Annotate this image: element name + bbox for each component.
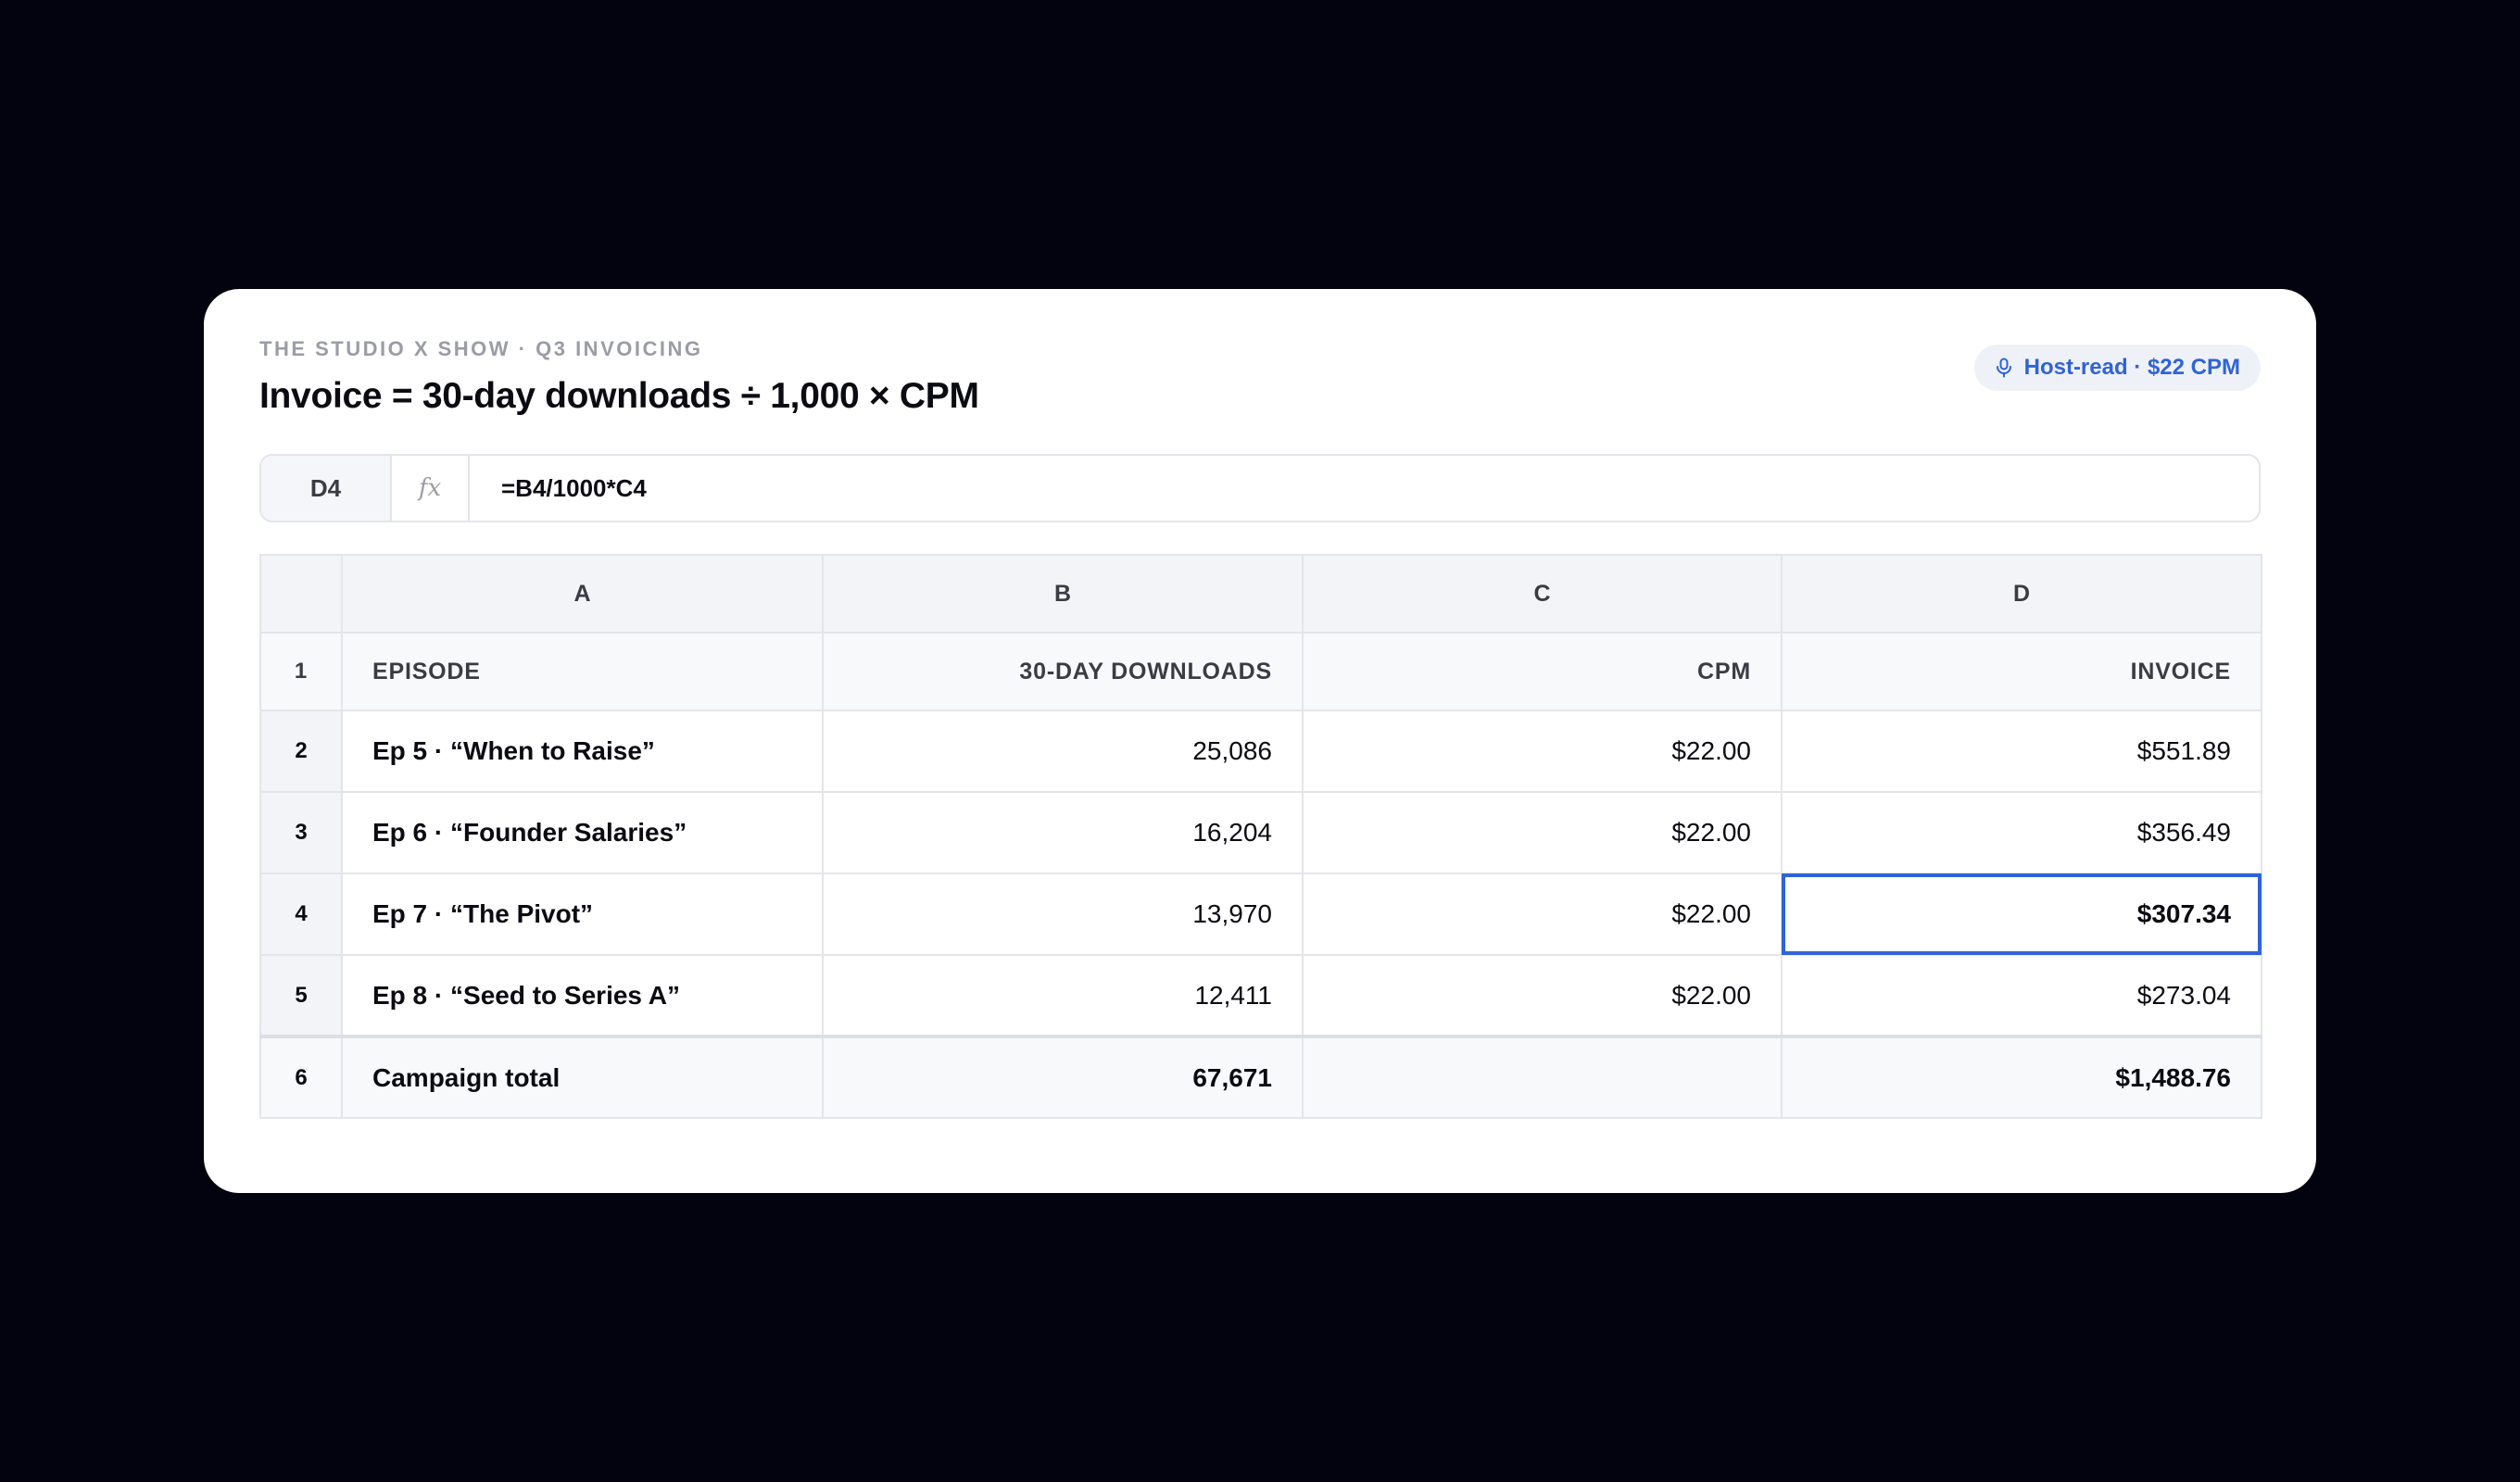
row-number[interactable]: 3 xyxy=(259,791,343,874)
microphone-icon xyxy=(1995,358,2013,378)
table-row: 4 Ep 7 · “The Pivot” 13,970 $22.00 $307.… xyxy=(259,873,2262,956)
row-number[interactable]: 1 xyxy=(259,632,343,711)
row-number[interactable]: 2 xyxy=(259,710,343,793)
downloads-cell[interactable]: 25,086 xyxy=(822,710,1304,793)
table-row: 3 Ep 6 · “Founder Salaries” 16,204 $22.0… xyxy=(259,791,2262,874)
invoice-card: THE STUDIO X SHOW · Q3 INVOICING Invoice… xyxy=(204,289,2316,1193)
episode-cell[interactable]: Ep 5 · “When to Raise” xyxy=(341,710,824,793)
fx-icon: fx xyxy=(392,456,470,521)
column-header-b[interactable]: B xyxy=(822,554,1304,634)
table-row: 5 Ep 8 · “Seed to Series A” 12,411 $22.0… xyxy=(259,954,2262,1037)
header-cell-cpm[interactable]: CPM xyxy=(1302,632,1783,711)
badge-label: Host-read · $22 CPM xyxy=(2023,355,2240,380)
select-all-corner[interactable] xyxy=(259,554,343,634)
cell-reference-box[interactable]: D4 xyxy=(261,456,392,521)
episode-cell[interactable]: Ep 7 · “The Pivot” xyxy=(341,873,824,956)
formula-bar: D4 fx =B4/1000*C4 xyxy=(259,454,2261,522)
invoice-cell[interactable]: $356.49 xyxy=(1781,791,2262,874)
row-number[interactable]: 4 xyxy=(259,873,343,956)
downloads-cell[interactable]: 12,411 xyxy=(822,954,1304,1037)
column-header-row: A B C D xyxy=(259,554,2262,634)
downloads-cell[interactable]: 16,204 xyxy=(822,791,1304,874)
episode-cell[interactable]: Ep 8 · “Seed to Series A” xyxy=(341,954,824,1037)
total-downloads-cell[interactable]: 67,671 xyxy=(822,1035,1304,1119)
page-title: Invoice = 30-day downloads ÷ 1,000 × CPM xyxy=(259,376,979,416)
cpm-cell[interactable]: $22.00 xyxy=(1302,710,1783,793)
total-cpm-cell[interactable] xyxy=(1302,1035,1783,1119)
invoice-cell[interactable]: $273.04 xyxy=(1781,954,2262,1037)
downloads-cell[interactable]: 13,970 xyxy=(822,873,1304,956)
cpm-badge: Host-read · $22 CPM xyxy=(1973,345,2261,391)
episode-cell[interactable]: Ep 6 · “Founder Salaries” xyxy=(341,791,824,874)
invoice-cell[interactable]: $551.89 xyxy=(1781,710,2262,793)
cpm-cell[interactable]: $22.00 xyxy=(1302,873,1783,956)
header-cell-downloads[interactable]: 30-DAY DOWNLOADS xyxy=(822,632,1304,711)
header-cell-episode[interactable]: EPISODE xyxy=(341,632,824,711)
row-number[interactable]: 5 xyxy=(259,954,343,1037)
total-label-cell[interactable]: Campaign total xyxy=(341,1035,824,1119)
column-header-d[interactable]: D xyxy=(1781,554,2262,634)
formula-input[interactable]: =B4/1000*C4 xyxy=(501,473,647,502)
table-header-row: 1 EPISODE 30-DAY DOWNLOADS CPM INVOICE xyxy=(259,632,2262,711)
row-number[interactable]: 6 xyxy=(259,1035,343,1119)
column-header-c[interactable]: C xyxy=(1302,554,1783,634)
header-cell-invoice[interactable]: INVOICE xyxy=(1781,632,2262,711)
show-eyebrow: THE STUDIO X SHOW · Q3 INVOICING xyxy=(259,337,703,360)
column-header-a[interactable]: A xyxy=(341,554,824,634)
cpm-cell[interactable]: $22.00 xyxy=(1302,954,1783,1037)
invoice-cell-selected[interactable]: $307.34 xyxy=(1781,873,2262,956)
table-row: 2 Ep 5 · “When to Raise” 25,086 $22.00 $… xyxy=(259,710,2262,793)
total-invoice-cell[interactable]: $1,488.76 xyxy=(1781,1035,2262,1119)
spreadsheet-grid: A B C D 1 EPISODE 30-DAY DOWNLOADS CPM I… xyxy=(259,554,2262,1119)
total-row: 6 Campaign total 67,671 $1,488.76 xyxy=(259,1035,2262,1119)
cpm-cell[interactable]: $22.00 xyxy=(1302,791,1783,874)
